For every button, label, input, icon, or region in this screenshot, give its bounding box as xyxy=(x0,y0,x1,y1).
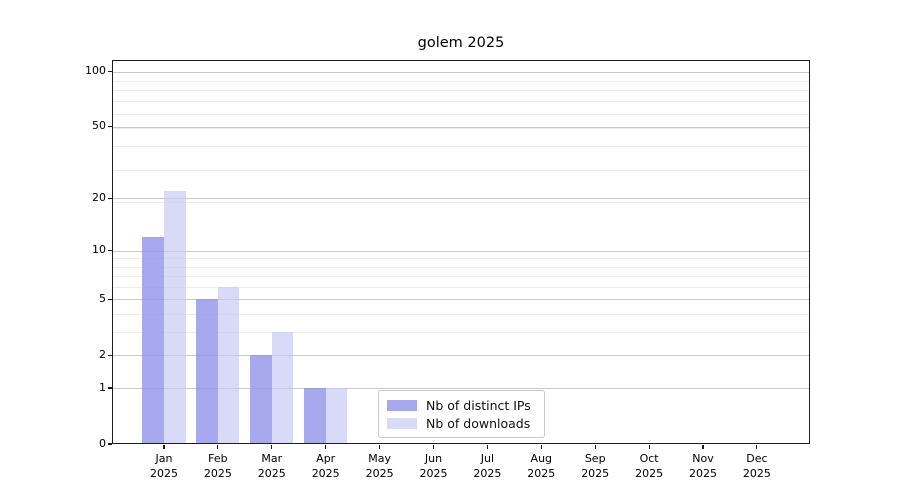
gridline-minor xyxy=(112,202,810,204)
x-tickmark xyxy=(432,445,435,450)
y-tick-label: 5 xyxy=(99,291,106,305)
bar-downloads xyxy=(217,286,240,444)
legend-label-downloads: Nb of downloads xyxy=(426,415,531,431)
chart-title: golem 2025 xyxy=(417,35,505,51)
x-tick-label: Apr 2025 xyxy=(311,452,340,480)
y-tickmark xyxy=(107,354,112,356)
x-tickmark xyxy=(379,445,381,450)
gridline-minor xyxy=(112,266,810,268)
y-tick-label: 1 xyxy=(99,380,106,394)
y-tick-label: 50 xyxy=(92,119,106,133)
x-tickmark xyxy=(271,445,273,450)
y-tickmark xyxy=(107,298,112,300)
plot-area xyxy=(112,60,810,444)
y-tickmark xyxy=(107,443,112,445)
x-tick-label: Mar 2025 xyxy=(257,452,286,480)
y-tickmark xyxy=(107,126,112,128)
y-tick-label: 20 xyxy=(92,190,106,204)
y-tickmark xyxy=(107,70,112,73)
x-tick-label: Feb 2025 xyxy=(203,452,232,480)
bar-downloads xyxy=(271,332,294,444)
x-tickmark xyxy=(702,445,704,450)
gridline-minor xyxy=(112,276,810,278)
legend-item-distinct-ips: Nb of distinct IPs xyxy=(387,398,539,413)
gridline-major xyxy=(112,299,810,301)
x-tick-label: May 2025 xyxy=(365,452,394,480)
legend-label-distinct-ips: Nb of distinct IPs xyxy=(426,397,531,413)
gridline-minor xyxy=(112,286,810,288)
gridline-minor xyxy=(112,113,810,115)
legend-item-downloads: Nb of downloads xyxy=(387,416,539,431)
x-tick-label: Aug 2025 xyxy=(527,452,556,480)
gridline-minor xyxy=(112,72,810,74)
x-tickmark xyxy=(756,445,758,450)
x-tickmark xyxy=(217,445,219,450)
gridline-major xyxy=(112,355,810,357)
x-tickmark xyxy=(648,445,650,450)
y-tick-label: 2 xyxy=(99,347,106,361)
gridline-minor xyxy=(112,128,810,130)
x-tick-label: Jul 2025 xyxy=(473,452,502,480)
bar-distinct-ips xyxy=(304,388,326,444)
gridline-minor xyxy=(112,258,810,260)
y-tick-label: 100 xyxy=(85,64,106,78)
bar-distinct-ips xyxy=(196,299,218,444)
gridline-minor xyxy=(112,314,810,316)
x-tick-label: Jun 2025 xyxy=(419,452,448,480)
bar-distinct-ips xyxy=(250,355,272,444)
x-tick-label: Sep 2025 xyxy=(581,452,610,480)
x-tickmark xyxy=(325,445,327,450)
y-tickmark xyxy=(107,249,112,252)
bar-downloads xyxy=(164,190,186,444)
gridline-major xyxy=(112,71,810,73)
x-tick-label: Nov 2025 xyxy=(689,452,717,480)
x-tick-label: Jan 2025 xyxy=(150,452,178,480)
gridline-minor xyxy=(112,90,810,92)
y-tick-label: 10 xyxy=(92,243,106,256)
gridline-minor xyxy=(112,146,810,148)
legend-swatch-downloads xyxy=(387,417,417,429)
gridline-minor xyxy=(112,80,810,82)
y-tick-label: 0 xyxy=(99,436,106,450)
gridline-major xyxy=(112,250,810,252)
x-tick-label: Oct 2025 xyxy=(635,452,664,480)
x-tickmark xyxy=(163,445,165,450)
gridline-minor xyxy=(112,101,810,103)
x-tickmark xyxy=(486,445,488,450)
gridline-minor xyxy=(112,169,810,171)
y-tickmark xyxy=(107,387,112,389)
gridline-major xyxy=(112,126,810,128)
gridline-major xyxy=(112,198,810,200)
gridline-minor xyxy=(112,332,810,334)
x-tickmark xyxy=(594,445,596,450)
y-tickmark xyxy=(107,197,112,199)
x-tickmark xyxy=(540,445,542,450)
x-tick-label: Dec 2025 xyxy=(742,452,771,480)
legend-swatch-distinct-ips xyxy=(387,399,417,411)
bar-distinct-ips xyxy=(142,237,164,444)
bar-downloads xyxy=(325,388,348,444)
gridline-major xyxy=(112,388,810,390)
legend: Nb of distinct IPs Nb of downloads xyxy=(378,390,545,438)
